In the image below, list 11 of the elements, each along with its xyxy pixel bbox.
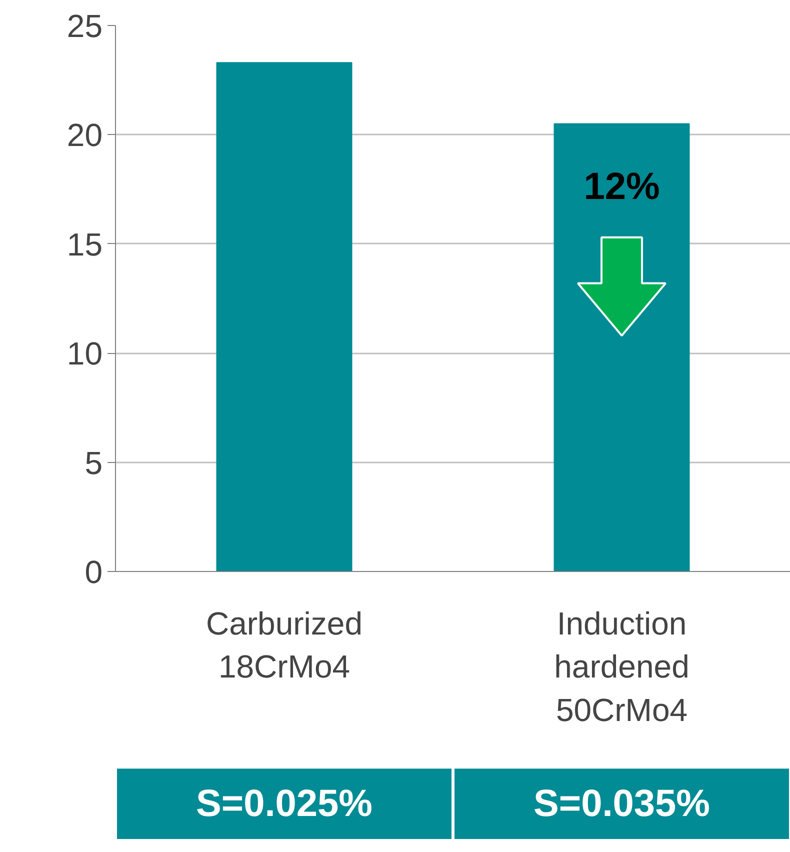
- y-tick-label: 5: [84, 444, 102, 481]
- text: S=0.035%: [534, 782, 710, 825]
- x-tick-label: Induction hardened 50CrMo4: [554, 606, 690, 728]
- y-tick-label: 0: [84, 554, 102, 590]
- text: S=0.025%: [196, 782, 372, 825]
- y-tick-label: 10: [66, 336, 102, 372]
- annotation: 12%: [584, 166, 660, 208]
- y-tick-label: 15: [66, 226, 102, 262]
- x-tick-label: Carburized 18CrMo4: [206, 606, 363, 685]
- y-tick-label: 25: [66, 8, 102, 44]
- y-tick-label: 20: [66, 117, 102, 154]
